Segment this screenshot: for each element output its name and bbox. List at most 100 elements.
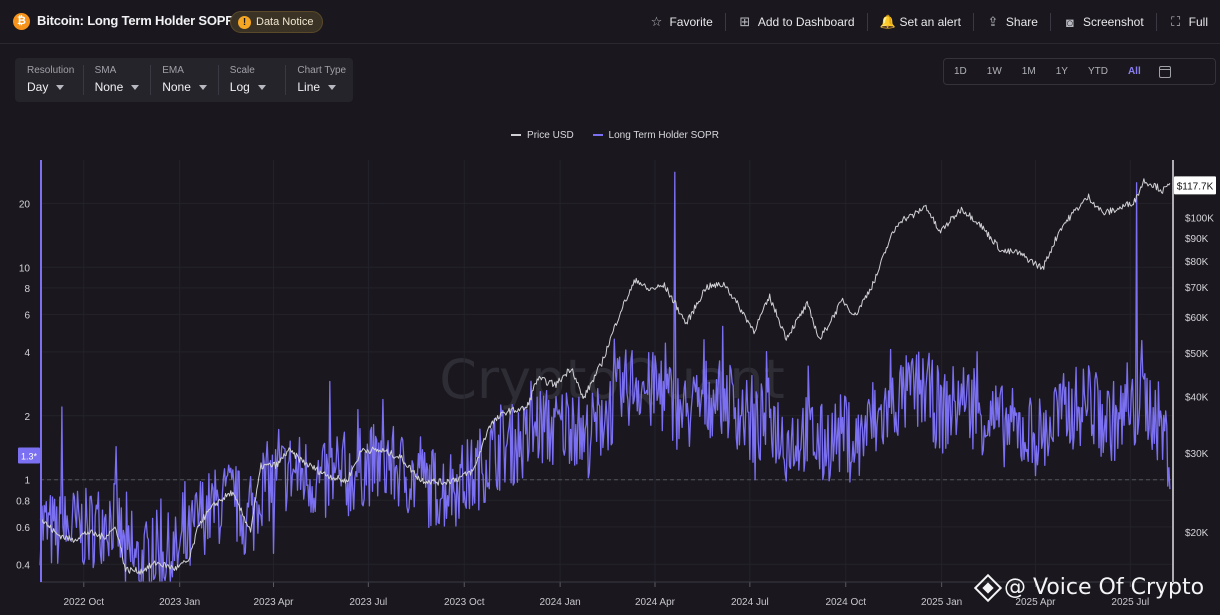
y-right-tick-label: $80K [1185,257,1209,268]
ema-value: None [162,80,218,94]
chart-type-dropdown[interactable]: Chart Type Line [285,58,353,102]
ema-selected: None [162,80,191,94]
action-label: Full [1188,15,1208,29]
share-icon: ⇪ [987,14,999,29]
y-left-tick-label: 10 [19,263,31,274]
x-tick-label: 2023 Oct [444,597,485,608]
chart-type-value: Line [297,80,353,94]
y-right-tick-label: $20K [1185,528,1209,539]
sma-value: None [95,80,151,94]
sopr-line [39,171,1171,583]
legend-swatch-sopr [592,134,603,136]
sma-selected: None [94,80,124,94]
range-1d[interactable]: 1D [954,66,967,77]
x-tick-label: 2024 Jul [731,597,769,608]
x-tick-label: 2023 Jul [349,597,387,608]
chevron-down-icon [328,84,337,90]
y-right-tick-label: $50K [1185,349,1209,360]
action-label: Screenshot [1082,15,1144,29]
scale-value: Log [230,80,286,94]
y-left-tick-label: 8 [24,284,30,295]
y-left-tick-label: 0.4 [16,560,30,571]
y-left-tick-label: 2 [24,412,30,423]
x-tick-label: 2024 Jan [540,597,581,608]
ema-dropdown[interactable]: EMA None [150,58,218,102]
legend-label-price: Price USD [527,129,574,141]
camera-icon: ◙ [1066,14,1074,30]
sopr-current-badge [18,447,40,464]
x-tick-label: 2023 Jan [159,597,200,608]
data-notice-label: Data Notice [256,16,314,28]
range-1w[interactable]: 1W [986,66,1002,77]
price-current-value: $117.7K [1177,181,1214,192]
calendar-icon[interactable] [1158,65,1171,78]
chart-type-label: Chart Type [297,65,347,76]
y-left-tick-label: 1 [24,476,30,487]
legend-label-sopr: Long Term Holder SOPR [608,129,719,141]
range-all[interactable]: All [1127,66,1141,77]
legend-item-sopr[interactable]: Long Term Holder SOPR [592,129,719,141]
sma-dropdown[interactable]: SMA None [82,58,151,102]
action-label: Add to Dashboard [757,15,855,29]
y-left-tick-label: 20 [19,199,31,210]
legend-item-price[interactable]: Price USD [511,130,574,141]
x-tick-label: 2025 Jan [921,597,962,608]
x-tick-label: 2022 Oct [63,597,104,608]
range-1y[interactable]: 1Y [1055,66,1068,77]
scale-dropdown[interactable]: Scale Log [217,58,286,102]
dashboard-add-icon: ⊞ [739,14,751,29]
chart-legend: Price USD Long Term Holder SOPR [0,128,1220,141]
y-left-tick-label: 0.8 [16,496,30,507]
star-icon: ☆ [650,14,663,29]
fullscreen-icon: ⛶ [1171,14,1181,29]
y-right-tick-label: $90K [1185,234,1209,245]
chevron-down-icon [257,84,266,90]
resolution-value: Day [27,80,83,94]
y-right-tick-label: $40K [1185,393,1209,404]
warning-icon: ! [238,15,251,29]
sopr-current-value: 1.3* [21,452,38,462]
header-actions: ☆ Favorite ⊞ Add to Dashboard 🔔 Set an alert ⇪… [637,0,1220,44]
price-series [39,178,1171,575]
x-tick-label: 2024 Apr [635,597,676,608]
brand-text: @ Voice Of Crypto [1004,575,1205,600]
chevron-down-icon [131,84,140,90]
price-line [39,178,1171,575]
chart-controls: Resolution Day SMA None EMA None Scale Log Chart… [15,58,353,102]
action-label: Set an alert [899,15,961,29]
x-tick-label: 2025 Jul [1111,597,1149,608]
favorite-button[interactable]: ☆ Favorite [637,13,724,31]
y-right-tick-label: $30K [1185,449,1209,460]
x-tick-label: 2024 Oct [825,597,866,608]
sma-label: SMA [94,65,117,76]
sopr-series [39,171,1171,583]
binance-logo-icon [973,573,1003,602]
scale-label: Scale [229,65,255,76]
page-title: Bitcoin: Long Term Holder SOPR [37,13,235,28]
screenshot-button[interactable]: ◙ Screenshot [1049,13,1156,31]
data-notice-button[interactable]: ! Data Notice [230,11,324,33]
action-label: Favorite [669,15,713,29]
y-right-tick-label: $70K [1185,283,1209,294]
range-ytd[interactable]: YTD [1087,66,1108,77]
chevron-down-icon [198,84,207,90]
y-right-tick-label: $60K [1185,313,1209,324]
header-bar: ₿ Bitcoin: Long Term Holder SOPR ! Data … [0,0,1220,44]
share-button[interactable]: ⇪ Share [972,13,1050,31]
y-left-tick-label: 4 [24,348,30,359]
ema-label: EMA [162,65,184,76]
resolution-selected: Day [27,80,49,94]
y-left-tick-label: 0.6 [16,523,30,534]
range-1m[interactable]: 1M [1021,66,1036,77]
scale-selected: Log [229,80,250,94]
set-an-alert-button[interactable]: 🔔 Set an alert [866,13,973,31]
bitcoin-icon: ₿ [13,13,30,30]
chevron-down-icon [56,84,65,90]
full-button[interactable]: ⛶ Full [1155,13,1220,31]
brand-watermark: @ Voice Of Crypto [973,573,1205,602]
add-to-dashboard-button[interactable]: ⊞ Add to Dashboard [724,13,867,31]
y-right-tick-label: $100K [1185,213,1214,224]
resolution-dropdown[interactable]: Resolution Day [15,58,83,102]
action-label: Share [1005,15,1038,29]
